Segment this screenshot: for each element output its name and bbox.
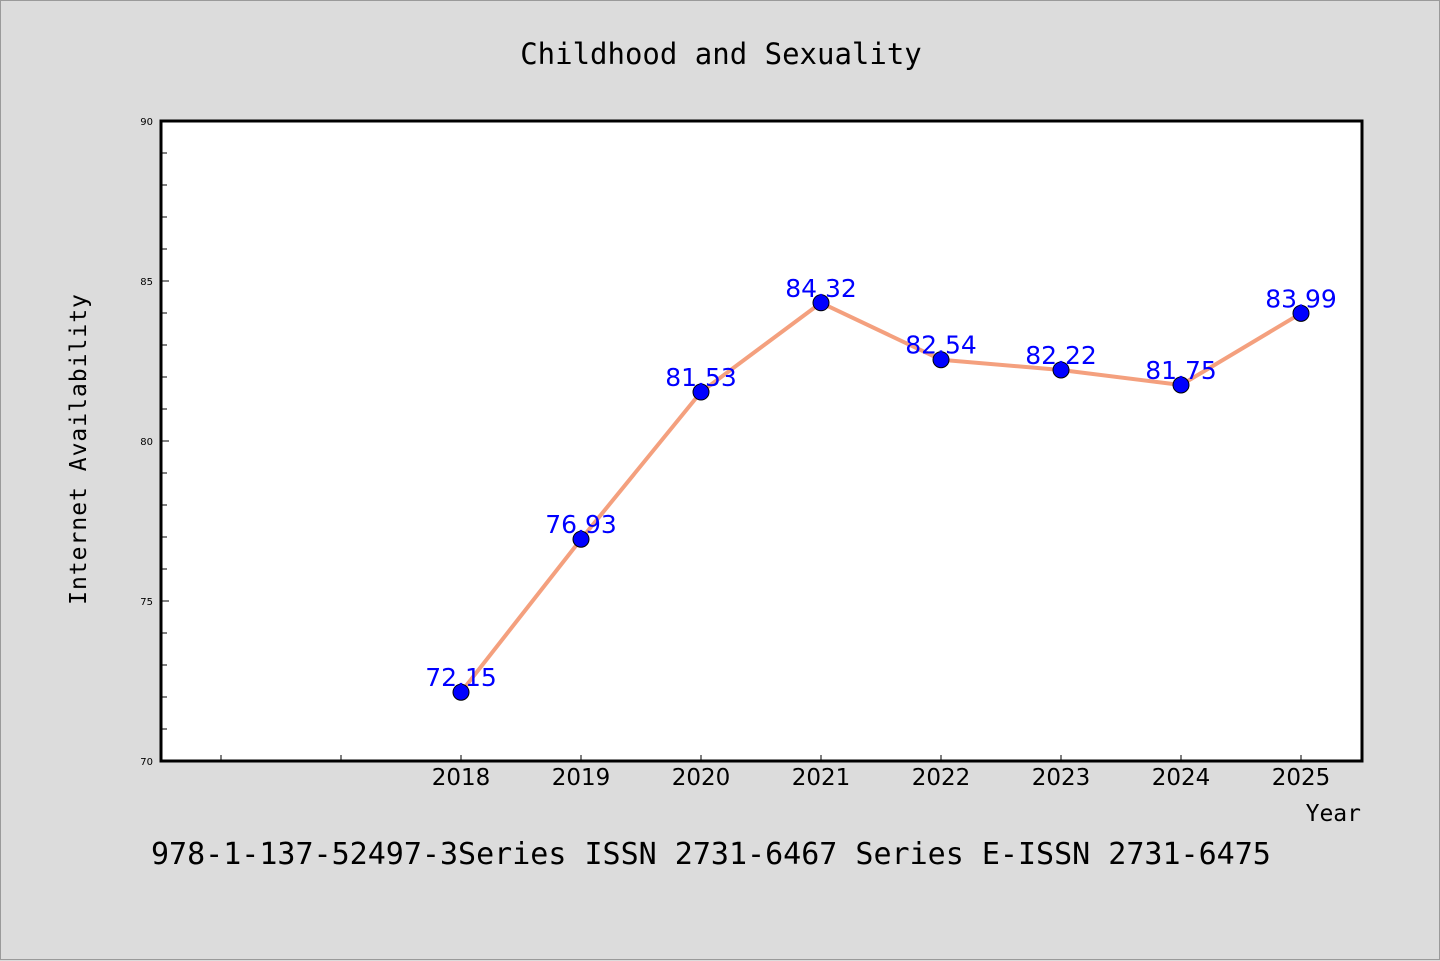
x-axis-label: Year bbox=[1306, 801, 1361, 827]
data-label: 83.99 bbox=[1265, 284, 1337, 313]
data-label: 81.53 bbox=[665, 363, 737, 392]
y-axis-label: Internet Availability bbox=[66, 293, 92, 605]
y-tick-label: 80 bbox=[140, 437, 153, 448]
data-label: 76.93 bbox=[545, 510, 617, 539]
plot-area bbox=[159, 119, 1364, 763]
x-tick-label: 2020 bbox=[672, 765, 731, 791]
data-point bbox=[812, 294, 830, 312]
data-point bbox=[1292, 304, 1310, 322]
y-tick-label: 75 bbox=[140, 597, 153, 608]
data-point bbox=[932, 351, 950, 369]
data-label: 84.32 bbox=[785, 274, 857, 303]
data-label: 81.75 bbox=[1145, 356, 1217, 385]
x-tick-label: 2018 bbox=[432, 765, 491, 791]
data-point bbox=[1052, 361, 1070, 379]
data-label: 82.22 bbox=[1025, 341, 1097, 370]
y-tick-label: 85 bbox=[140, 277, 153, 288]
x-tick-label: 2019 bbox=[552, 765, 611, 791]
x-tick-label: 2025 bbox=[1272, 765, 1331, 791]
series-group: 72.15 76.93 81.53 84.32 82.54 82.22 81.75 83.99 bbox=[425, 274, 1337, 701]
x-axis: 2018 2019 2020 2021 2022 2023 2024 2025 bbox=[220, 755, 1331, 791]
y-tick-label: 90 bbox=[140, 117, 153, 128]
x-tick-label: 2021 bbox=[792, 765, 851, 791]
x-tick-label: 2024 bbox=[1152, 765, 1211, 791]
y-axis: 70 75 80 85 90 bbox=[140, 117, 169, 768]
data-point bbox=[452, 683, 470, 701]
x-tick-label: 2022 bbox=[912, 765, 971, 791]
footer-isbn-issn: 978-1-137-52497-3Series ISSN 2731-6467 S… bbox=[151, 837, 1271, 872]
data-label: 82.54 bbox=[905, 331, 977, 360]
chart-title: Childhood and Sexuality bbox=[520, 37, 922, 71]
y-tick-label: 70 bbox=[140, 757, 153, 768]
data-label: 72.15 bbox=[425, 663, 497, 692]
data-point bbox=[692, 383, 710, 401]
data-point bbox=[572, 530, 590, 548]
x-tick-label: 2023 bbox=[1032, 765, 1091, 791]
data-point bbox=[1172, 376, 1190, 394]
series-line bbox=[459, 300, 1303, 695]
